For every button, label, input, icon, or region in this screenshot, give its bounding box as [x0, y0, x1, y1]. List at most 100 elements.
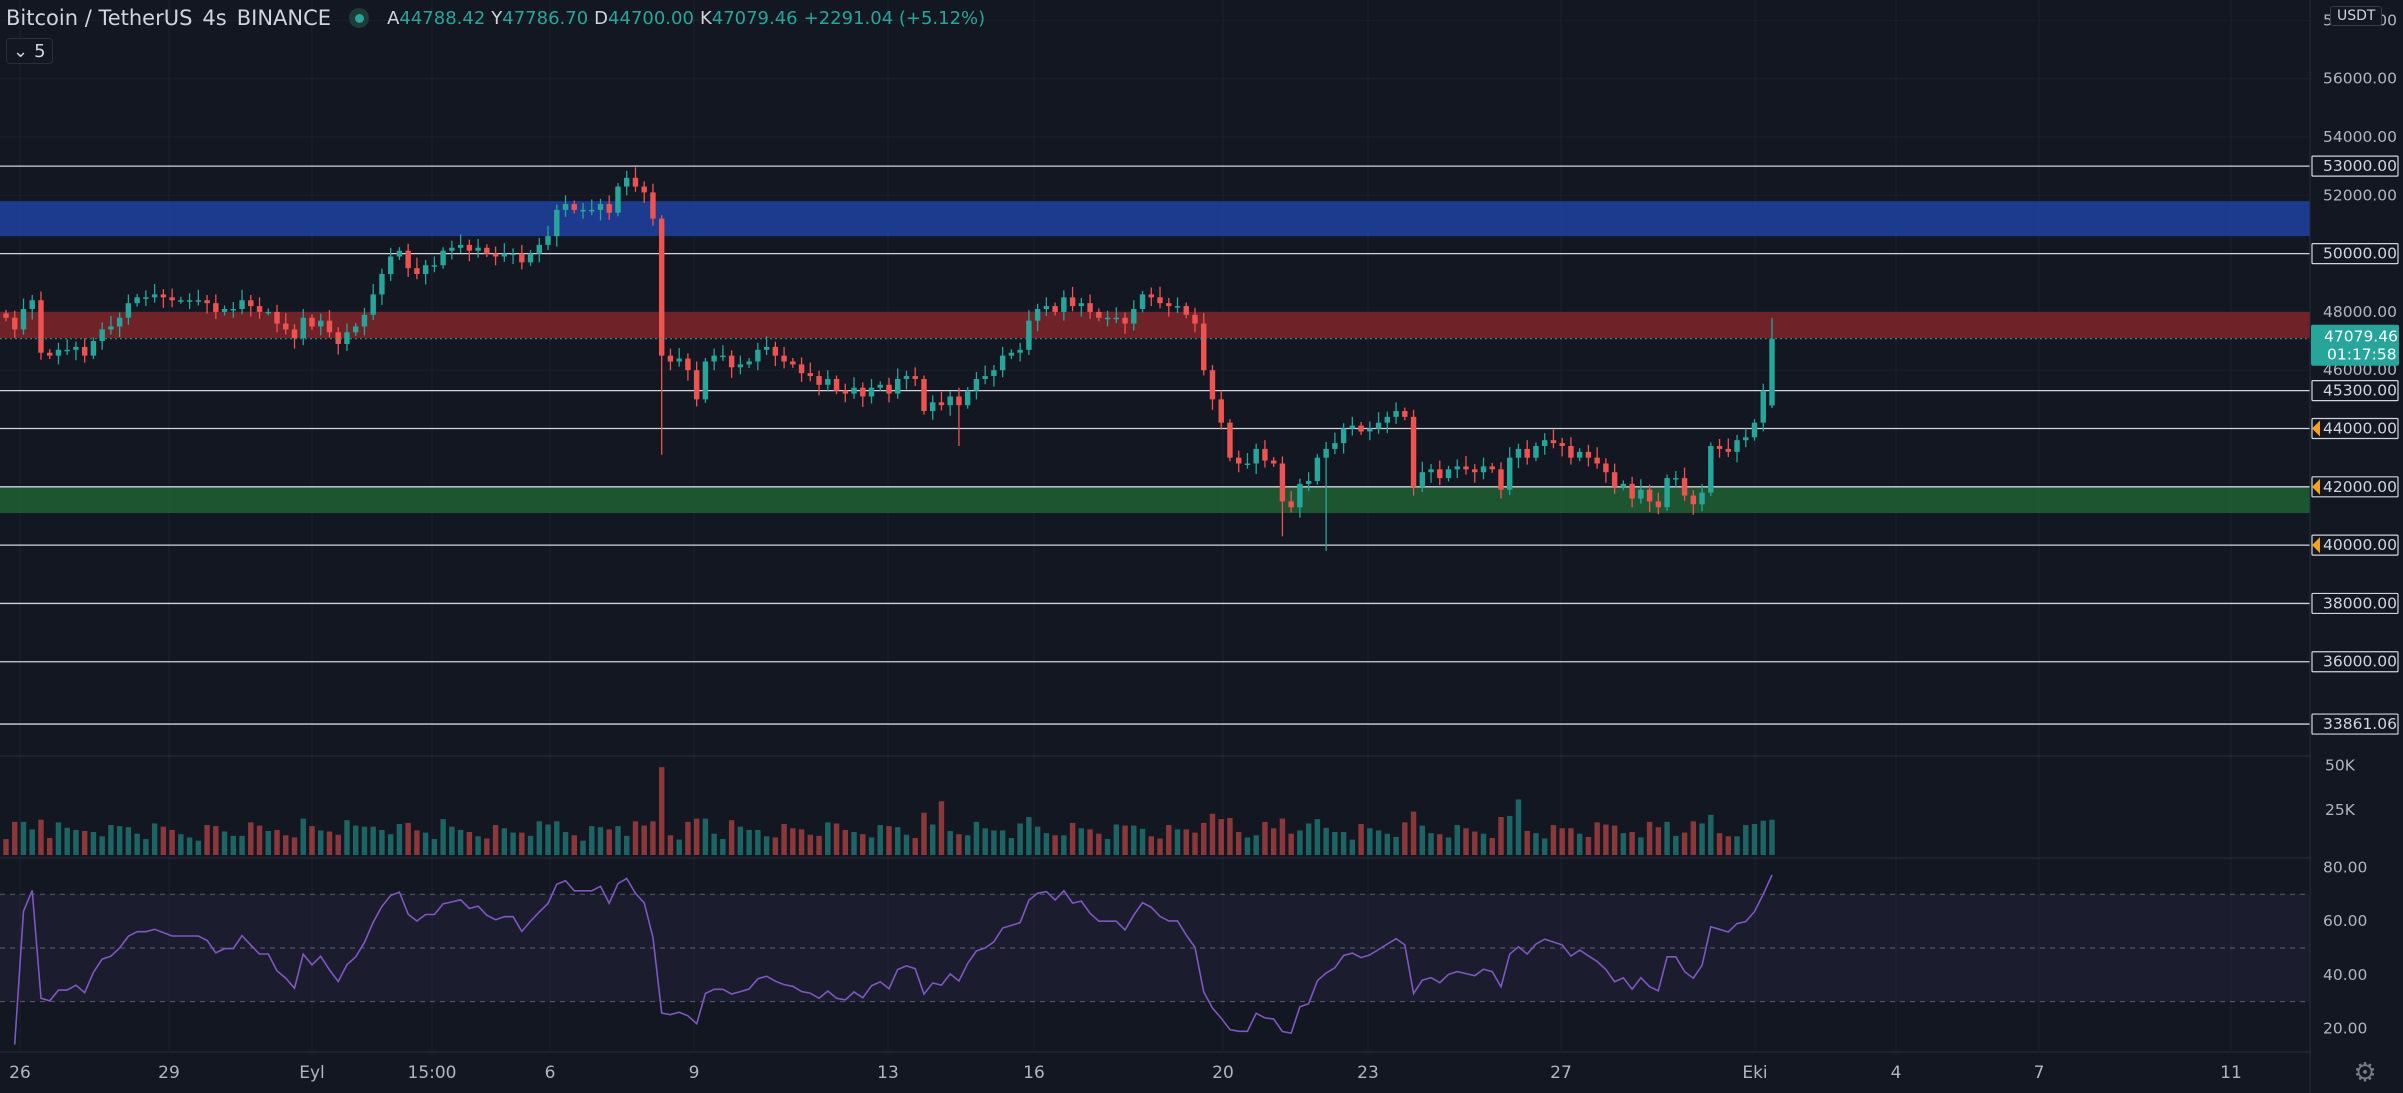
- candle: [475, 239, 481, 258]
- ohlc-high-key: Y: [491, 7, 503, 29]
- symbol-name[interactable]: Bitcoin / TetherUS: [6, 6, 193, 30]
- volume-bar: [1367, 828, 1373, 855]
- volume-bar: [116, 826, 123, 855]
- candle: [947, 391, 953, 416]
- candle-body: [1734, 440, 1740, 452]
- candle: [1218, 390, 1224, 430]
- volume-bar: [81, 830, 88, 855]
- symbol-header: Bitcoin / TetherUS 4s BINANCE A44788.42 …: [0, 2, 985, 34]
- volume-bar: [55, 822, 62, 855]
- candle: [868, 378, 875, 404]
- volume-bar: [1218, 819, 1224, 855]
- currency-button[interactable]: USDT: [2330, 6, 2383, 26]
- candle: [571, 200, 577, 214]
- level-tag[interactable]: [2311, 713, 2399, 735]
- volume-bar: [1340, 832, 1347, 855]
- candle: [807, 362, 814, 382]
- level-tag[interactable]: [2311, 651, 2399, 673]
- level-tag[interactable]: [2311, 592, 2399, 615]
- volume-bar: [1262, 821, 1268, 855]
- candle: [842, 383, 848, 403]
- candle-body: [239, 300, 245, 309]
- volume-bar: [1288, 833, 1294, 855]
- volume-bar: [12, 821, 18, 855]
- volume-bar: [1681, 832, 1688, 855]
- level-tag[interactable]: [2311, 155, 2399, 177]
- candle-body: [64, 349, 70, 352]
- level-tag-label: 44000.00: [2323, 420, 2397, 438]
- candle: [1673, 471, 1679, 487]
- candle-body: [1043, 306, 1050, 309]
- candle-body: [1069, 297, 1076, 307]
- candle: [1699, 483, 1705, 512]
- candle-body: [169, 297, 175, 301]
- candle: [1410, 409, 1417, 496]
- candle: [221, 305, 228, 316]
- volume-bar: [860, 834, 866, 855]
- alert-marker-icon[interactable]: [2312, 537, 2320, 554]
- volume-bar: [160, 826, 167, 855]
- volume-bar: [1017, 823, 1023, 855]
- candle-body: [1463, 466, 1469, 470]
- candle-body: [1166, 303, 1172, 307]
- candle-body: [134, 297, 140, 304]
- volume-bar: [440, 819, 446, 855]
- price-axis[interactable]: 58000.0056000.0054000.0052000.0048000.00…: [2309, 0, 2403, 1093]
- volume-bar: [457, 829, 464, 855]
- level-tag-label: 38000.00: [2323, 594, 2397, 612]
- candle: [396, 247, 403, 261]
- timeframe-label[interactable]: 4s: [202, 6, 227, 30]
- candle-body: [1629, 483, 1635, 499]
- volume-bar: [1419, 825, 1426, 855]
- level-tag[interactable]: [2311, 380, 2399, 402]
- volume-bar: [519, 832, 525, 855]
- volume-bar: [930, 824, 936, 855]
- candle: [186, 293, 193, 309]
- volume-bar: [291, 837, 298, 855]
- candle-body: [720, 355, 726, 358]
- candle-body: [1008, 352, 1015, 356]
- volume-bar: [755, 829, 761, 855]
- candle-body: [1419, 472, 1426, 487]
- volume-bar: [1305, 823, 1312, 855]
- volume-bar: [1358, 823, 1364, 855]
- candle: [256, 297, 263, 319]
- candle-body: [527, 253, 534, 263]
- time-axis[interactable]: 26 29 Eyl 15:00 6 9 13 16 20 23 27 Eki 4 7 11: [9, 1063, 2242, 1083]
- indicators-toggle-button[interactable]: ⌄ 5: [6, 38, 53, 64]
- alert-marker-icon[interactable]: [2312, 478, 2320, 495]
- volume-bar: [1157, 838, 1163, 855]
- candle-body: [1139, 294, 1146, 309]
- candle: [1026, 310, 1032, 356]
- volume-bar: [632, 821, 639, 855]
- price-tick-label: 48000.00: [2323, 303, 2397, 321]
- candle-body: [492, 253, 499, 257]
- candle: [151, 283, 158, 303]
- candle-body: [484, 247, 490, 254]
- candle: [1524, 440, 1530, 465]
- candle-body: [1480, 466, 1487, 473]
- candle-body: [1174, 306, 1181, 308]
- candle: [895, 368, 901, 399]
- candle-body: [895, 378, 901, 394]
- candle-body: [624, 177, 630, 187]
- volume-bar: [379, 829, 385, 855]
- candle: [1428, 464, 1434, 483]
- candle: [903, 370, 910, 390]
- volume-bar: [1568, 828, 1574, 855]
- volume-bar: [1655, 827, 1662, 855]
- gear-icon[interactable]: ⚙: [2353, 1058, 2377, 1088]
- candle-body: [1638, 489, 1644, 499]
- volume-bar: [38, 819, 44, 855]
- level-tag[interactable]: [2311, 243, 2399, 265]
- volume-bar: [64, 827, 70, 855]
- alert-marker-icon[interactable]: [2312, 420, 2320, 437]
- candle-body: [1498, 469, 1504, 490]
- rsi-tick-label: 40.00: [2323, 966, 2367, 984]
- volume-bar: [1227, 818, 1233, 855]
- indicators-count: 5: [34, 40, 46, 62]
- volume-bar: [1270, 828, 1277, 855]
- volume-bar: [1734, 836, 1740, 855]
- candle: [1611, 463, 1618, 494]
